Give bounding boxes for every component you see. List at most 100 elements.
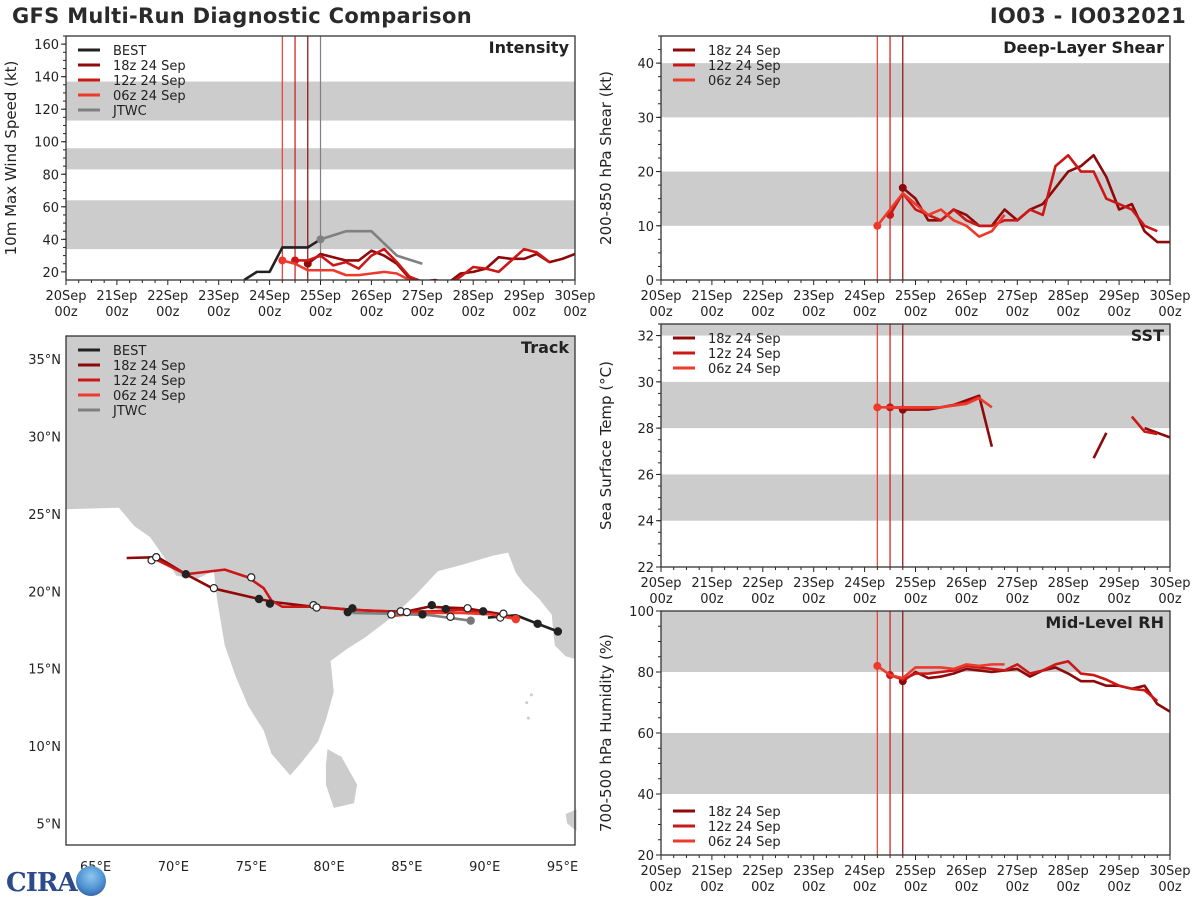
x-tick-date: 20Sep (640, 289, 681, 304)
x-tick-date: 20Sep (640, 576, 681, 591)
threshold-band (661, 381, 1170, 429)
sumatra (565, 809, 577, 832)
x-tick-hour: 00z (411, 305, 435, 320)
x-tick-hour: 00z (563, 305, 587, 320)
x-tick-label: 24Sep 00z (844, 289, 885, 320)
track-marker (441, 604, 451, 614)
x-tick-date: 30Sep (1149, 289, 1190, 304)
x-tick-date: 29Sep (1099, 289, 1140, 304)
x-tick-label: 25Sep 00z (895, 864, 936, 895)
x-tick-label: 20Sep 00z (640, 864, 681, 895)
x-tick-hour: 00z (258, 305, 282, 320)
track-marker (343, 607, 352, 617)
y-tick-label: 28 (637, 422, 654, 437)
x-tick-date: 26Sep (946, 864, 987, 879)
x-tick-hour: 00z (853, 305, 877, 320)
plot-frame (660, 35, 1171, 281)
x-tick-hour: 00z (1006, 880, 1030, 895)
x-tick-label: 25Sep 00z (895, 576, 936, 607)
panel-title: SST (1131, 326, 1164, 345)
cira-logo-wordmark: CIRA (6, 868, 78, 898)
andaman-island (529, 693, 533, 697)
x-tick-date: 28Sep (1048, 576, 1089, 591)
y-tick-label: 24 (637, 515, 654, 530)
x-tick-label: 30Sep 00z (554, 289, 595, 320)
x-tick-date: 28Sep (1048, 864, 1089, 879)
x-tick-date: 29Sep (1099, 576, 1140, 591)
x-tick-date: 27Sep (997, 864, 1038, 879)
threshold-band (661, 474, 1170, 521)
x-tick-hour: 00z (1158, 592, 1182, 607)
track-panel: 65°E70°E75°E80°E85°E90°E95°E5°N10°N15°N2… (28, 335, 578, 875)
x-tick-date: 23Sep (793, 289, 834, 304)
x-tick-date: 30Sep (1149, 576, 1190, 591)
x-tick-label: 22Sep 00z (147, 289, 188, 320)
series-start-marker (873, 403, 882, 412)
x-tick-label: 29Sep 00z (504, 289, 545, 320)
series-line-12z-24-sep (889, 660, 1159, 702)
x-tick-hour: 00z (802, 592, 826, 607)
track-line-2 (154, 557, 513, 619)
x-tick-hour: 00z (802, 880, 826, 895)
x-tick-date: 23Sep (793, 864, 834, 879)
series-line-12z-24-sep (295, 247, 551, 280)
x-tick-date: 27Sep (402, 289, 443, 304)
legend-label: 18z 24 Sep (113, 359, 186, 374)
x-tick-label: 21Sep 00z (691, 864, 732, 895)
x-tick-hour: 00z (751, 880, 775, 895)
x-tick-label: 22Sep 00z (742, 576, 783, 607)
x-tick-label: 21Sep 00z (691, 289, 732, 320)
x-tick-label: 20Sep 00z (640, 576, 681, 607)
x-tick-label: 30Sep 00z (1149, 864, 1190, 895)
plot-frame (660, 323, 1171, 568)
ocean (64, 507, 577, 847)
series-line-12z-24-sep (1130, 415, 1158, 436)
legend-label: 12z 24 Sep (708, 820, 781, 835)
x-tick-hour: 00z (904, 880, 928, 895)
andaman-island (525, 701, 529, 705)
x-tick-date: 27Sep (997, 576, 1038, 591)
y-tick-label: 32 (637, 330, 654, 345)
track-marker (478, 607, 488, 616)
x-tick-hour: 00z (1057, 305, 1081, 320)
series-line-best (243, 238, 322, 280)
x-tick-date: 25Sep (895, 289, 936, 304)
y-tick-label: 80 (637, 666, 654, 681)
y-axis-label: 700-500 hPa Humidity (%) (597, 634, 615, 832)
y-tick-label: 160 (34, 38, 59, 53)
plot-frame (65, 335, 576, 846)
y-tick-label: 60 (42, 201, 59, 216)
x-tick-label: 26Sep 00z (351, 289, 392, 320)
track-marker (463, 604, 472, 613)
x-tick-date: 21Sep (96, 289, 137, 304)
x-tick-date: 22Sep (147, 289, 188, 304)
series-line-12z-24-sep (888, 153, 1158, 233)
x-tick-date: 21Sep (691, 864, 732, 879)
sri-lanka (325, 749, 358, 808)
x-tick-date: 25Sep (300, 289, 341, 304)
track-marker (533, 619, 542, 628)
x-tick-date: 24Sep (249, 289, 290, 304)
threshold-band (661, 733, 1170, 794)
x-tick-date: 24Sep (844, 289, 885, 304)
x-tick-hour: 00z (1158, 880, 1182, 895)
x-tick-label: 85°E (391, 860, 422, 875)
x-tick-date: 30Sep (1149, 864, 1190, 879)
andaman-island (526, 716, 530, 720)
storm-id: IO03 - IO032021 (989, 4, 1186, 28)
x-tick-label: 26Sep 00z (946, 289, 987, 320)
x-tick-hour: 00z (54, 305, 78, 320)
legend-label: BEST (113, 44, 146, 59)
track-marker (427, 600, 436, 610)
track-marker (209, 583, 219, 593)
y-tick-label: 30 (637, 111, 654, 126)
x-tick-date: 29Sep (1099, 864, 1140, 879)
track-marker (553, 627, 563, 636)
x-tick-date: 26Sep (946, 576, 987, 591)
series-line-18z-24-sep (1092, 432, 1108, 459)
x-tick-date: 20Sep (640, 864, 681, 879)
legend-label: 06z 24 Sep (113, 89, 186, 104)
legend-label: 18z 24 Sep (113, 59, 186, 74)
